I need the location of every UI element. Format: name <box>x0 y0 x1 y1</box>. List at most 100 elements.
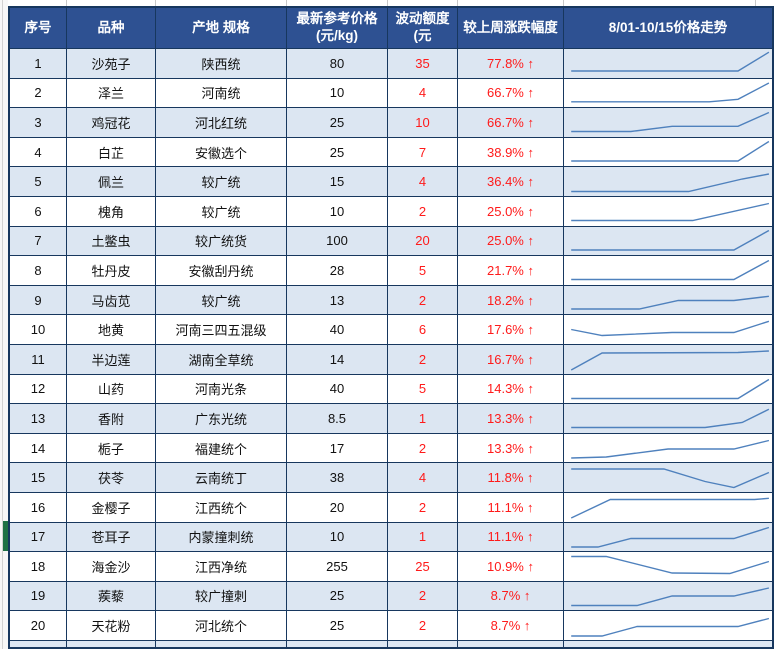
cell-sparkline[interactable] <box>564 137 772 168</box>
cell-sparkline[interactable] <box>564 404 772 434</box>
cell-variety[interactable]: 马齿苋 <box>67 285 156 316</box>
cell-origin-spec[interactable]: 陕西统 <box>156 49 287 79</box>
cell-origin-spec[interactable]: 安徽刮丹统 <box>156 256 287 286</box>
header-cell-no[interactable]: 序号 <box>10 8 67 49</box>
cell-origin-spec[interactable]: 广东光统 <box>156 404 287 434</box>
cell-variety[interactable]: 香附 <box>67 404 156 434</box>
cell-no[interactable]: 12 <box>10 374 67 405</box>
cell-wave[interactable]: 2 <box>388 196 458 227</box>
cell-origin-spec[interactable]: 江西统个 <box>156 492 287 523</box>
cell-sparkline[interactable] <box>564 285 772 316</box>
cell-no[interactable]: 18 <box>10 552 67 582</box>
cell-change[interactable]: 13.3% ↑ <box>458 404 564 434</box>
cell-sparkline[interactable] <box>564 552 772 582</box>
cell-wave[interactable]: 2 <box>388 344 458 375</box>
cell-no[interactable]: 6 <box>10 196 67 227</box>
cell-wave[interactable]: 1 <box>388 404 458 434</box>
header-cell-price[interactable]: 最新参考价格 (元/kg) <box>287 8 388 49</box>
cell-sparkline[interactable] <box>564 49 772 79</box>
cell-price[interactable]: 10 <box>287 78 388 109</box>
cell-sparkline[interactable] <box>564 581 772 612</box>
cell-no[interactable]: 7 <box>10 226 67 257</box>
cell-change[interactable]: 25.0% ↑ <box>458 226 564 257</box>
cell-sparkline[interactable] <box>564 344 772 375</box>
cell-no[interactable]: 20 <box>10 611 67 641</box>
header-cell-trend[interactable]: 8/01-10/15价格走势 <box>564 8 772 49</box>
cell-change[interactable]: 77.8% ↑ <box>458 49 564 79</box>
cell-variety[interactable]: 蒺藜 <box>67 581 156 612</box>
cell-change[interactable]: 16.7% ↑ <box>458 344 564 375</box>
cell-origin-spec[interactable]: 河北统个 <box>156 611 287 641</box>
cell-no[interactable]: 8 <box>10 256 67 286</box>
cell-variety[interactable]: 天花粉 <box>67 611 156 641</box>
cell-change[interactable]: 18.2% ↑ <box>458 285 564 316</box>
cell-change[interactable]: 11.1% ↑ <box>458 492 564 523</box>
cell-variety[interactable]: 白芷 <box>67 137 156 168</box>
cell-price[interactable]: 25 <box>287 581 388 612</box>
cell-change[interactable]: 36.4% ↑ <box>458 167 564 197</box>
cell-origin-spec[interactable]: 内蒙撞刺统 <box>156 522 287 553</box>
cell-variety[interactable]: 地黄 <box>67 315 156 345</box>
cell-origin-spec[interactable]: 河南三四五混级 <box>156 315 287 345</box>
cell-variety[interactable]: 泽兰 <box>67 78 156 109</box>
cell-price[interactable]: 20 <box>287 492 388 523</box>
cell-variety[interactable]: 苍耳子 <box>67 522 156 553</box>
cell-change[interactable]: 21.7% ↑ <box>458 256 564 286</box>
cell-origin-spec[interactable]: 较广统 <box>156 167 287 197</box>
cell-variety[interactable]: 半边莲 <box>67 344 156 375</box>
cell-change[interactable]: 10.9% ↑ <box>458 552 564 582</box>
cell-wave[interactable]: 1 <box>388 522 458 553</box>
cell-variety[interactable]: 山药 <box>67 374 156 405</box>
cell-variety[interactable]: 牡丹皮 <box>67 256 156 286</box>
cell-change[interactable]: 38.9% ↑ <box>458 137 564 168</box>
cell-wave[interactable]: 2 <box>388 492 458 523</box>
cell-origin-spec[interactable]: 河南统 <box>156 78 287 109</box>
cell-origin-spec[interactable]: 较广统 <box>156 285 287 316</box>
cell-wave[interactable]: 4 <box>388 78 458 109</box>
cell-wave[interactable]: 10 <box>388 108 458 138</box>
cell-no[interactable]: 17 <box>10 522 67 553</box>
cell-price[interactable]: 15 <box>287 167 388 197</box>
cell-variety[interactable]: 栀子 <box>67 433 156 464</box>
cell-sparkline[interactable] <box>564 611 772 641</box>
header-cell-wave[interactable]: 波动额度 (元 <box>388 8 458 49</box>
cell-no[interactable]: 14 <box>10 433 67 464</box>
cell-wave[interactable]: 2 <box>388 611 458 641</box>
cell-no[interactable]: 9 <box>10 285 67 316</box>
cell-origin-spec[interactable]: 江西净统 <box>156 552 287 582</box>
cell-origin-spec[interactable]: 较广统货 <box>156 226 287 257</box>
cell-sparkline[interactable] <box>564 463 772 493</box>
cell-variety[interactable]: 沙苑子 <box>67 49 156 79</box>
cell-sparkline[interactable] <box>564 256 772 286</box>
cell-origin-spec[interactable]: 较广统 <box>156 196 287 227</box>
cell-wave[interactable]: 25 <box>388 552 458 582</box>
cell-price[interactable]: 25 <box>287 137 388 168</box>
cell-sparkline[interactable] <box>564 196 772 227</box>
cell-wave[interactable]: 2 <box>388 581 458 612</box>
cell-price[interactable]: 100 <box>287 226 388 257</box>
cell-price[interactable]: 13 <box>287 285 388 316</box>
cell-price[interactable]: 40 <box>287 374 388 405</box>
cell-sparkline[interactable] <box>564 492 772 523</box>
header-cell-origin-spec[interactable]: 产地 规格 <box>156 8 287 49</box>
cell-price[interactable]: 80 <box>287 49 388 79</box>
cell-change[interactable]: 25.0% ↑ <box>458 196 564 227</box>
cell-change[interactable]: 66.7% ↑ <box>458 78 564 109</box>
cell-variety[interactable]: 金樱子 <box>67 492 156 523</box>
cell-no[interactable]: 16 <box>10 492 67 523</box>
cell-change[interactable]: 11.8% ↑ <box>458 463 564 493</box>
cell-wave[interactable]: 7 <box>388 137 458 168</box>
cell-change[interactable]: 8.7% ↑ <box>458 611 564 641</box>
cell-price[interactable]: 8.5 <box>287 404 388 434</box>
cell-sparkline[interactable] <box>564 167 772 197</box>
cell-price[interactable]: 255 <box>287 552 388 582</box>
cell-wave[interactable]: 35 <box>388 49 458 79</box>
cell-no[interactable]: 11 <box>10 344 67 375</box>
cell-no[interactable]: 4 <box>10 137 67 168</box>
cell-wave[interactable]: 6 <box>388 315 458 345</box>
cell-variety[interactable]: 佩兰 <box>67 167 156 197</box>
cell-price[interactable]: 17 <box>287 433 388 464</box>
cell-no[interactable]: 2 <box>10 78 67 109</box>
cell-origin-spec[interactable]: 安徽选个 <box>156 137 287 168</box>
cell-change[interactable]: 17.6% ↑ <box>458 315 564 345</box>
